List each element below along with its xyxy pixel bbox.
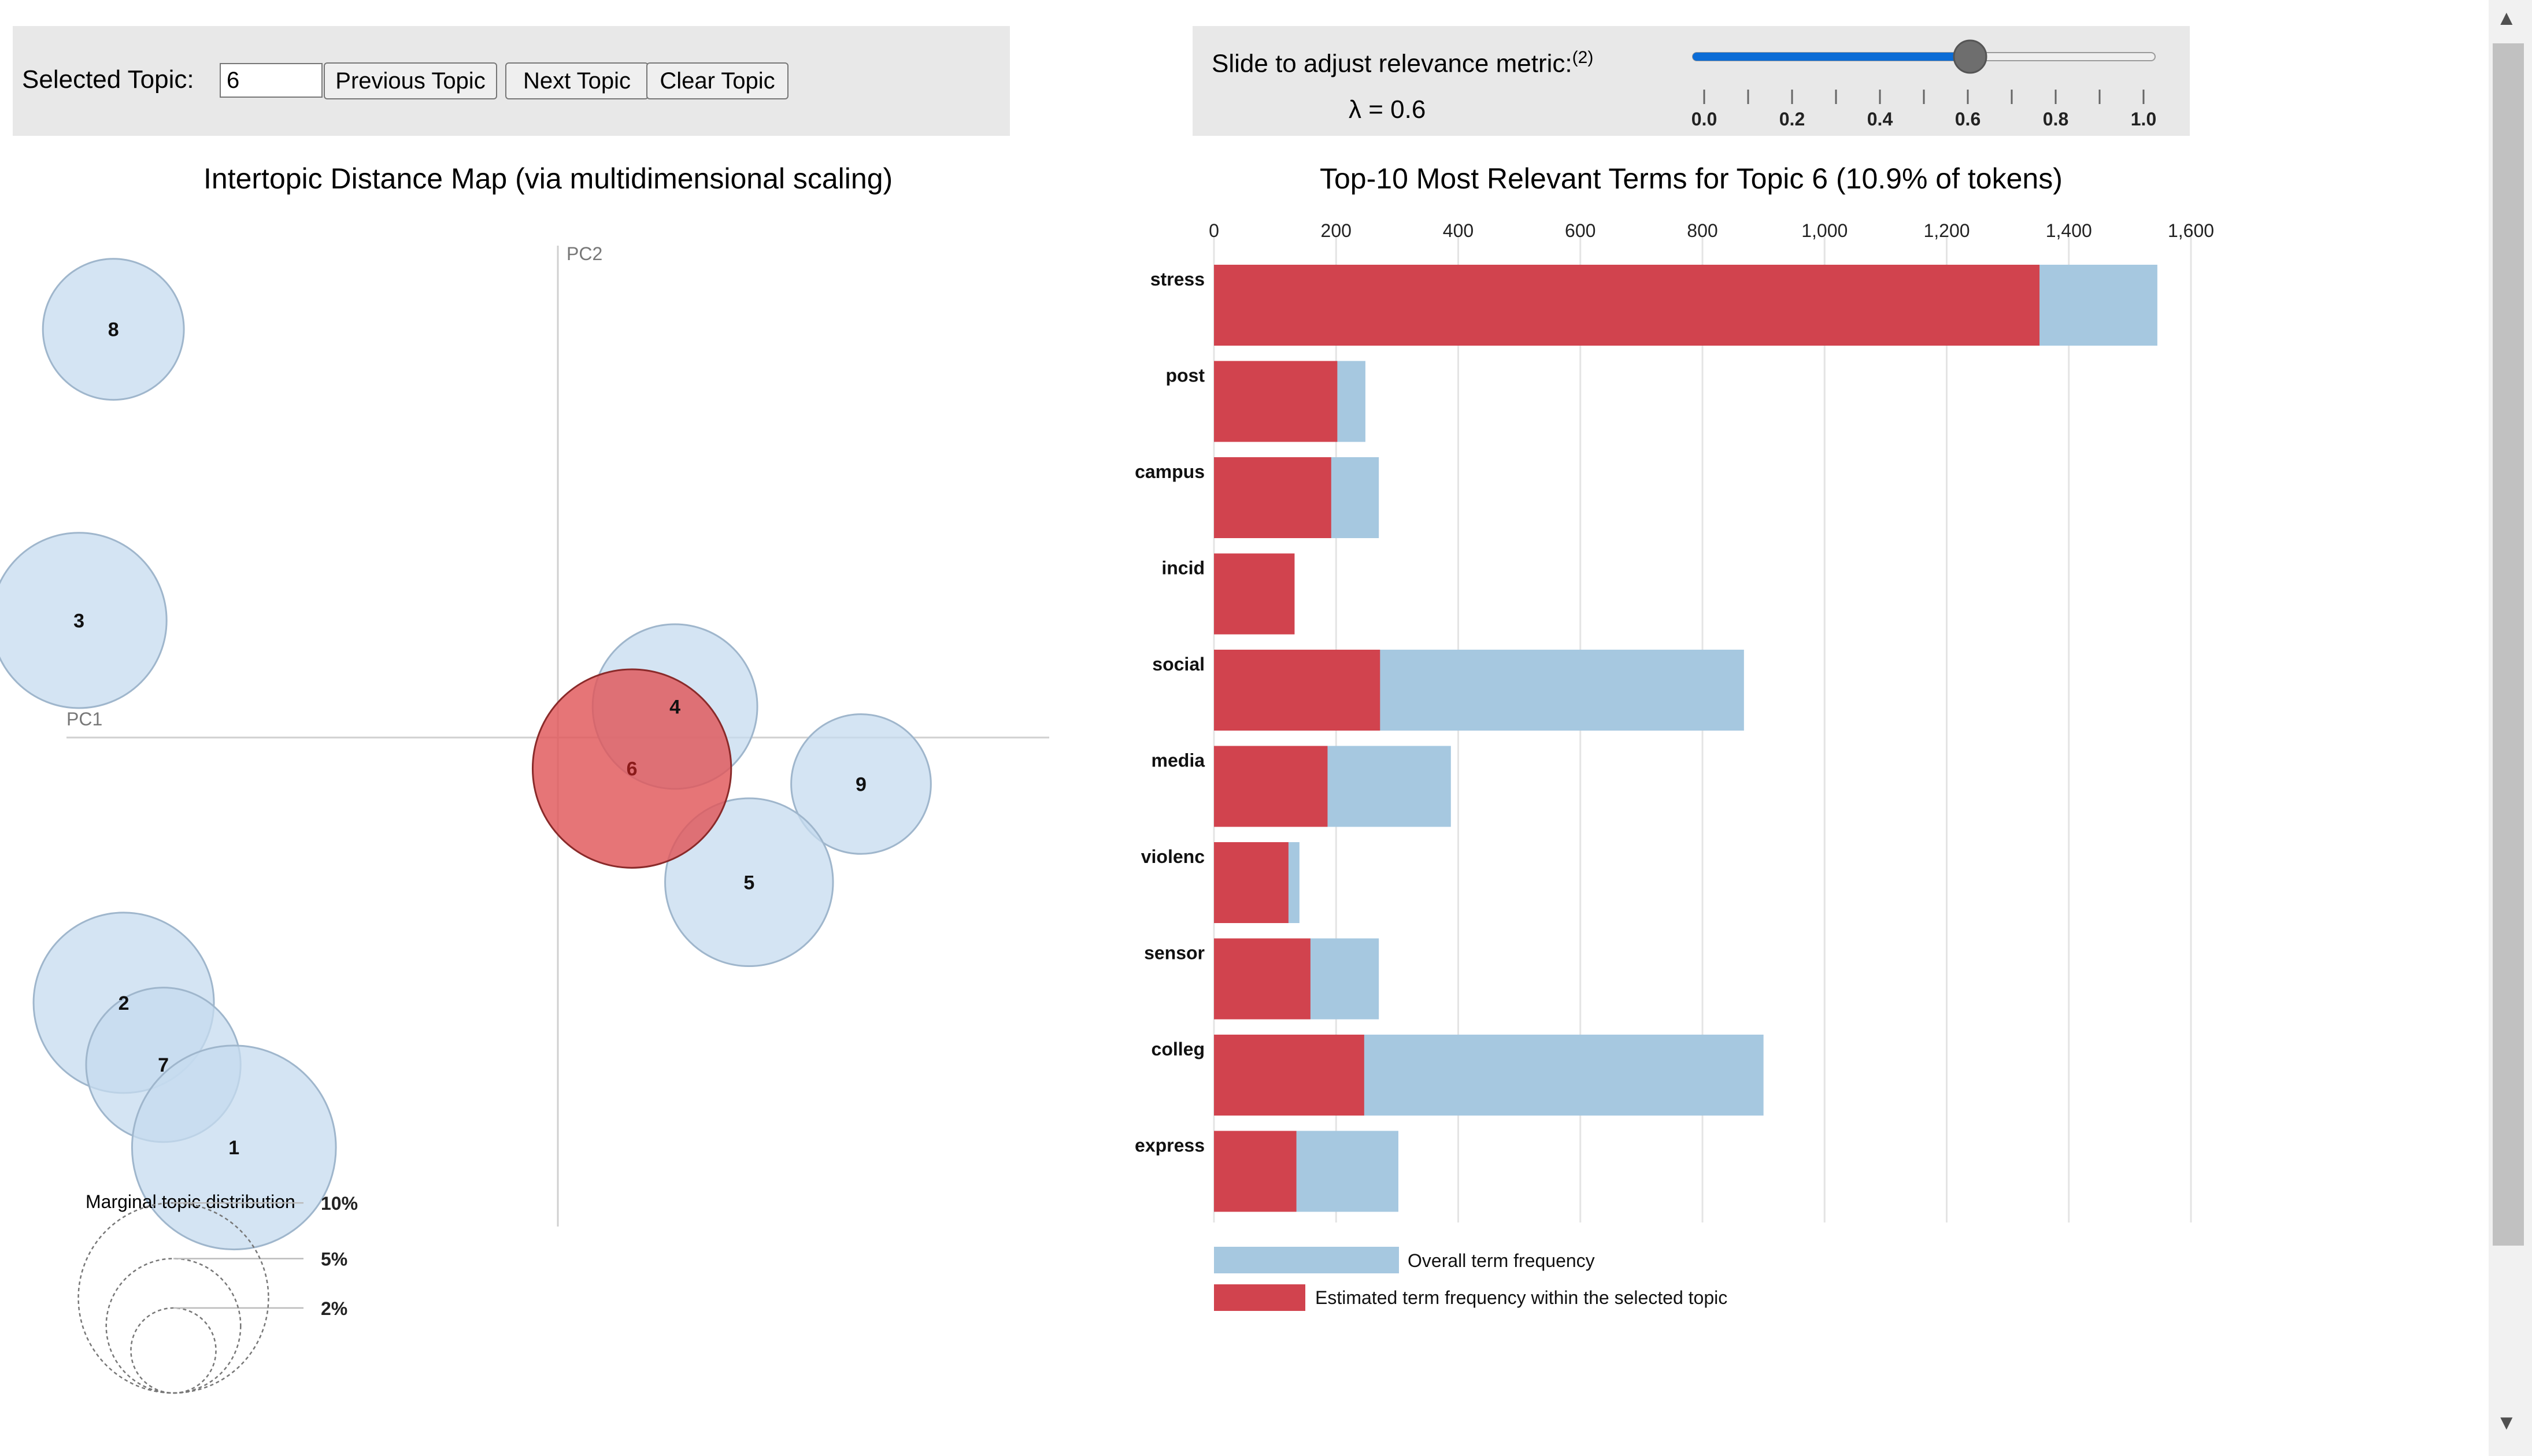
x-tick-label: 1,600 — [2168, 220, 2214, 241]
term-label[interactable]: incid — [1161, 558, 1205, 579]
pc1-label: PC1 — [66, 709, 102, 729]
x-tick-label: 1,200 — [1923, 220, 1970, 241]
topic-label-6: 6 — [627, 758, 638, 780]
topic-circle-1[interactable] — [131, 1044, 337, 1251]
legend-circle — [105, 1258, 242, 1394]
topic-circle-9[interactable] — [790, 713, 932, 855]
x-tick-label: 200 — [1321, 220, 1352, 241]
topic-label-9: 9 — [856, 773, 867, 795]
term-label[interactable]: express — [1135, 1135, 1205, 1156]
slider-fill — [1693, 53, 1970, 61]
scroll-up-icon[interactable]: ▲ — [2496, 6, 2517, 29]
topic-label-4: 4 — [669, 696, 680, 718]
legend-overall-label: Overall term frequency — [1408, 1250, 1595, 1271]
legend-label: 10% — [321, 1193, 358, 1214]
selected-topic-input[interactable] — [220, 63, 323, 98]
term-bars — [1214, 265, 2157, 1212]
topic-bar-media[interactable] — [1214, 746, 1328, 827]
term-label[interactable]: colleg — [1152, 1039, 1205, 1059]
term-label[interactable]: violenc — [1141, 846, 1205, 867]
topic-bar-social[interactable] — [1214, 650, 1380, 731]
slider-handle[interactable] — [1953, 39, 1987, 74]
bar-legend: Overall term frequency Estimated term fre… — [1214, 1247, 1727, 1311]
slider-tick-label: 1.0 — [2131, 109, 2156, 129]
topic-circle-8[interactable] — [42, 258, 185, 401]
term-label[interactable]: stress — [1150, 269, 1205, 290]
relevance-slider-label-text: Slide to adjust relevance metric: — [1212, 49, 1572, 78]
legend-topic-label: Estimated term frequency within the sele… — [1315, 1287, 1727, 1308]
term-label[interactable]: social — [1152, 654, 1205, 675]
marginal-legend-title: Marginal topic distribution — [86, 1191, 295, 1212]
topic-circle-6[interactable] — [531, 668, 732, 869]
topic-circle-3[interactable] — [0, 532, 168, 709]
topic-label-5: 5 — [743, 872, 754, 894]
slider-ticks: 0.0 0.2 0.4 0.6 0.8 1.0 — [1691, 90, 2156, 129]
x-tick-label: 800 — [1687, 220, 1717, 241]
topic-bar-express[interactable] — [1214, 1131, 1297, 1212]
intertopic-map-title: Intertopic Distance Map (via multidimens… — [203, 162, 893, 195]
scroll-down-icon[interactable]: ▼ — [2496, 1410, 2517, 1434]
x-tick-label: 1,400 — [2046, 220, 2092, 241]
slider-tick-label: 0.4 — [1867, 109, 1893, 129]
slider-tick-label: 0.0 — [1691, 109, 1717, 129]
topic-label-7: 7 — [158, 1054, 169, 1076]
topic-bar-post[interactable] — [1214, 361, 1338, 442]
term-label[interactable]: media — [1152, 750, 1205, 771]
next-topic-button[interactable]: Next Topic — [505, 62, 649, 99]
slider-tick-label: 0.6 — [1955, 109, 1981, 129]
topic-label-1: 1 — [228, 1137, 239, 1159]
term-label[interactable]: campus — [1135, 461, 1205, 482]
topic-bar-incid[interactable] — [1214, 553, 1295, 635]
topic-bar-sensor[interactable] — [1214, 938, 1311, 1020]
previous-topic-button[interactable]: Previous Topic — [324, 62, 497, 99]
topic-bar-violenc[interactable] — [1214, 842, 1289, 923]
topic-label-3: 3 — [73, 610, 84, 632]
topic-bar-colleg[interactable] — [1214, 1035, 1364, 1116]
selected-topic-label: Selected Topic: — [22, 65, 194, 94]
marginal-legend: 2% 5% 10% — [77, 1193, 358, 1394]
pc2-label: PC2 — [567, 243, 602, 264]
topic-label-2: 2 — [119, 992, 129, 1014]
topic-circles — [0, 258, 932, 1251]
legend-topic-swatch — [1214, 1284, 1305, 1311]
bar-chart-title: Top-10 Most Relevant Terms for Topic 6 (… — [1320, 162, 2063, 195]
relevance-slider-label: Slide to adjust relevance metric:(2) — [1212, 48, 1593, 79]
legend-label: 5% — [321, 1248, 347, 1269]
topic-bar-stress[interactable] — [1214, 265, 2040, 346]
x-tick-label: 400 — [1443, 220, 1474, 241]
topic-circle-5[interactable] — [664, 797, 834, 968]
term-label[interactable]: post — [1165, 365, 1205, 386]
lambda-value: λ = 0.6 — [1349, 95, 1426, 124]
relevance-slider[interactable]: 0.0 0.2 0.4 0.6 0.8 1.0 — [1193, 26, 2190, 136]
term-labels: stress post campus incid social media violenc s… — [1135, 269, 1205, 1156]
legend-label: 2% — [321, 1298, 347, 1319]
clear-topic-button[interactable]: Clear Topic — [646, 62, 789, 99]
term-label[interactable]: sensor — [1144, 943, 1205, 964]
slider-tick-label: 0.2 — [1779, 109, 1805, 129]
topic-label-8: 8 — [108, 319, 119, 341]
bar-x-ticks: 0 200 400 600 800 1,000 1,200 1,400 1,600 — [1209, 220, 2214, 241]
slider-tick-label: 0.8 — [2043, 109, 2068, 129]
legend-overall-swatch — [1214, 1247, 1399, 1273]
x-tick-label: 0 — [1209, 220, 1219, 241]
topic-labels: 8 3 4 6 9 5 2 7 1 — [73, 319, 867, 1159]
x-tick-label: 600 — [1565, 220, 1596, 241]
relevance-footnote: (2) — [1572, 48, 1594, 67]
legend-circle — [130, 1307, 217, 1394]
relevance-control-panel: Slide to adjust relevance metric:(2) λ =… — [1193, 26, 2190, 136]
topic-bar-campus[interactable] — [1214, 457, 1331, 538]
top-terms-bar-chart: 0 200 400 600 800 1,000 1,200 1,400 1,600 stress… — [1135, 220, 2214, 1311]
x-tick-label: 1,000 — [1801, 220, 1848, 241]
scrollbar-thumb[interactable] — [2493, 43, 2524, 1246]
topic-control-panel: Selected Topic: Previous Topic Next Topi… — [13, 26, 1010, 136]
intertopic-distance-map: PC2 PC1 8 3 4 6 9 5 2 7 1 Marginal topic distrib… — [0, 243, 1049, 1394]
